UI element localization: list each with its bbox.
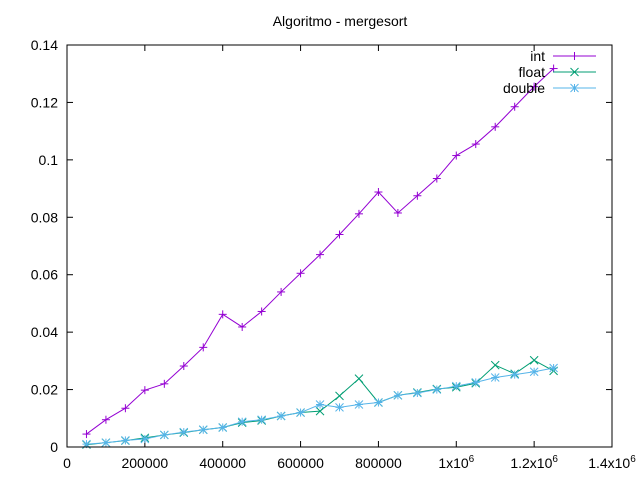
data-point	[101, 415, 110, 424]
data-point	[121, 404, 130, 413]
x-tick-label-base: 400000	[199, 455, 246, 471]
x-tick-label: 1x106	[438, 454, 474, 471]
y-tick-label: 0.02	[31, 382, 58, 398]
data-point	[432, 174, 441, 183]
data-point	[237, 417, 247, 427]
data-point	[471, 140, 480, 149]
data-point	[490, 373, 500, 382]
x-tick-label: 1.4x106	[588, 454, 636, 471]
data-point	[315, 406, 325, 416]
data-point	[198, 425, 208, 435]
data-point	[549, 363, 558, 373]
data-point	[570, 67, 579, 77]
data-point	[276, 411, 286, 421]
x-tick-label-exponent: 6	[630, 454, 636, 465]
y-tick-label: 0.06	[31, 267, 58, 283]
x-tick-label: 200000	[121, 455, 168, 471]
x-tick-label-exponent: 6	[469, 454, 475, 465]
x-tick-label-base: 0	[63, 455, 71, 471]
data-point	[529, 355, 539, 365]
data-point	[199, 343, 208, 352]
x-tick-label-base: 600000	[277, 455, 324, 471]
data-point	[510, 102, 519, 111]
data-point	[140, 434, 150, 444]
x-tick-label-base: 1.2x10	[510, 455, 552, 471]
data-point	[354, 374, 364, 384]
data-point	[257, 307, 266, 316]
data-point	[374, 398, 383, 407]
data-point	[277, 287, 286, 296]
data-point	[218, 310, 227, 319]
legend-entry-int: int	[530, 48, 596, 64]
data-point	[393, 208, 402, 217]
x-tick-label: 1.2x106	[510, 454, 558, 471]
legend-entry-double: double	[503, 80, 596, 96]
legend-label: double	[503, 80, 545, 96]
data-point	[413, 191, 422, 200]
series-layer	[82, 64, 558, 450]
data-point	[296, 269, 305, 278]
plot-border	[66, 44, 613, 448]
y-tick-label: 0.1	[39, 152, 59, 168]
legend-label: int	[530, 48, 545, 64]
x-tick-label: 600000	[277, 455, 324, 471]
data-point	[179, 362, 188, 371]
data-point	[374, 188, 383, 197]
series-int	[82, 64, 558, 439]
series-double	[82, 363, 558, 449]
data-point	[570, 52, 579, 60]
chart-title: Algoritmo - mergesort	[273, 13, 408, 29]
data-point	[140, 386, 149, 395]
y-tick-label: 0.08	[31, 209, 58, 225]
data-point	[490, 360, 500, 370]
data-point	[452, 151, 461, 160]
y-tick-label: 0.12	[31, 94, 58, 110]
data-point	[82, 430, 91, 439]
axis-ticks: 0 0.02 0.04 0.06 0.08 0.1 0.12 0.14 0 200000 40000…	[31, 37, 636, 471]
data-point	[529, 367, 539, 377]
data-point	[159, 430, 169, 440]
x-tick-label-base: 1.4x10	[588, 455, 630, 471]
data-point	[238, 322, 247, 331]
x-tick-label-base: 200000	[121, 455, 168, 471]
x-tick-label: 0	[63, 455, 71, 471]
data-point	[101, 438, 111, 448]
data-point	[257, 415, 266, 425]
data-point	[354, 400, 364, 409]
y-tick-label: 0.04	[31, 324, 58, 340]
data-point	[218, 423, 228, 432]
x-tick-label-base: 800000	[355, 455, 402, 471]
data-point	[549, 64, 558, 73]
data-point	[316, 250, 325, 259]
data-point	[160, 379, 169, 388]
legend-label: float	[519, 64, 546, 80]
legend-entry-float: float	[519, 64, 596, 80]
y-tick-label: 0	[50, 439, 58, 455]
data-point	[335, 230, 344, 239]
y-tick-label: 0.14	[31, 37, 58, 53]
x-tick-label: 400000	[199, 455, 246, 471]
x-tick-label-exponent: 6	[552, 454, 558, 465]
data-point	[335, 391, 344, 401]
data-point	[354, 209, 363, 218]
x-tick-label: 800000	[355, 455, 402, 471]
data-point	[296, 408, 305, 417]
data-point	[432, 385, 442, 394]
data-point	[491, 122, 500, 131]
data-point	[315, 400, 325, 409]
x-tick-label-base: 1x10	[438, 455, 469, 471]
data-point	[335, 403, 344, 412]
data-point	[570, 83, 579, 93]
data-point	[530, 82, 539, 91]
data-point	[179, 427, 189, 437]
data-point	[510, 370, 520, 379]
data-point	[413, 388, 422, 398]
data-point	[393, 390, 403, 400]
data-point	[471, 378, 481, 387]
data-point	[121, 436, 130, 445]
data-point	[451, 381, 461, 391]
